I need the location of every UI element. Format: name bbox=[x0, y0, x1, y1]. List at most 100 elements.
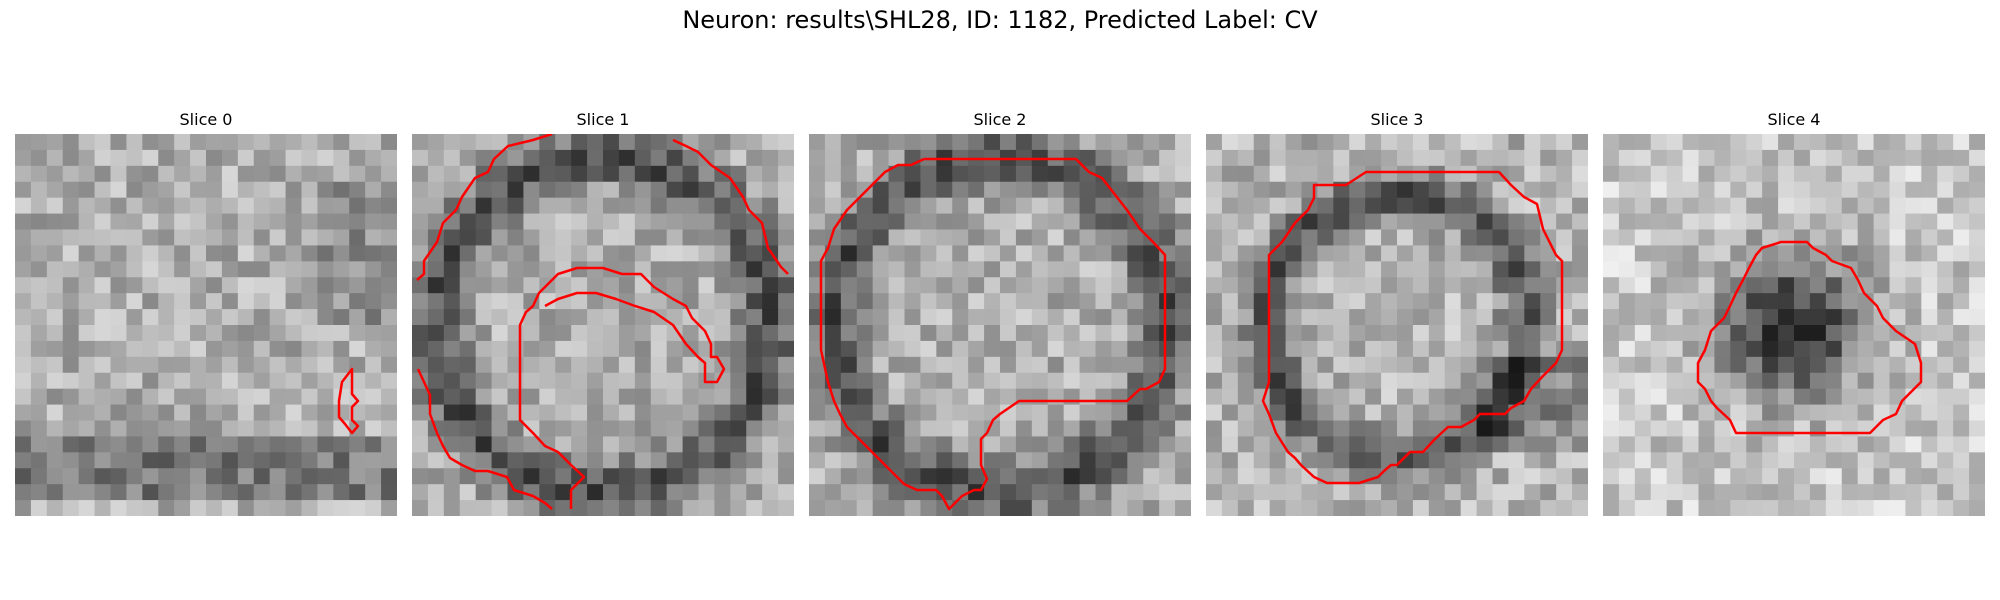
pixel bbox=[1397, 245, 1414, 262]
pixel bbox=[174, 388, 191, 406]
pixel bbox=[888, 436, 906, 453]
pixel bbox=[1969, 356, 1985, 374]
pixel bbox=[285, 197, 303, 215]
pixel bbox=[30, 388, 48, 406]
pixel bbox=[1762, 149, 1779, 167]
pixel bbox=[427, 356, 445, 374]
pixel bbox=[1572, 277, 1588, 294]
pixel bbox=[1253, 277, 1271, 294]
pixel bbox=[158, 245, 175, 262]
pixel bbox=[904, 245, 922, 262]
pixel bbox=[1794, 420, 1811, 438]
pixel bbox=[1381, 213, 1398, 231]
pixel bbox=[872, 372, 890, 390]
pixel bbox=[1301, 388, 1319, 406]
pixel bbox=[1143, 420, 1160, 438]
pixel bbox=[253, 500, 271, 516]
pixel bbox=[1492, 468, 1510, 485]
pixel bbox=[46, 165, 64, 183]
pixel bbox=[682, 181, 700, 199]
pixel bbox=[1794, 293, 1811, 310]
pixel bbox=[698, 293, 716, 310]
pixel bbox=[1508, 452, 1525, 469]
pixel bbox=[94, 134, 112, 151]
pixel bbox=[1301, 229, 1319, 247]
pixel bbox=[555, 181, 572, 199]
pixel bbox=[1285, 261, 1303, 278]
slice-1-outline-outer-left bbox=[416, 134, 553, 281]
pixel bbox=[1444, 372, 1462, 390]
pixel bbox=[984, 277, 1001, 294]
pixel bbox=[1349, 436, 1366, 453]
pixel bbox=[1921, 325, 1938, 342]
pixel bbox=[698, 404, 716, 422]
pixel bbox=[778, 197, 794, 215]
pixel bbox=[1762, 197, 1779, 215]
pixel bbox=[1317, 293, 1334, 310]
pixel bbox=[1540, 468, 1557, 485]
pixel bbox=[507, 261, 525, 278]
pixel bbox=[952, 277, 969, 294]
pixel bbox=[1969, 197, 1985, 215]
pixel bbox=[1221, 213, 1239, 231]
pixel bbox=[1953, 134, 1970, 151]
pixel bbox=[1285, 197, 1303, 215]
pixel bbox=[1508, 468, 1525, 485]
pixel bbox=[365, 245, 382, 262]
pixel bbox=[730, 261, 747, 278]
pixel bbox=[1841, 197, 1859, 215]
pixel bbox=[1000, 340, 1017, 358]
pixel bbox=[1143, 468, 1160, 485]
pixel bbox=[1095, 420, 1113, 438]
pixel bbox=[285, 356, 303, 374]
pixel bbox=[78, 356, 96, 374]
pixel bbox=[698, 340, 716, 358]
pixel bbox=[475, 229, 493, 247]
pixel bbox=[888, 309, 906, 326]
pixel bbox=[206, 277, 223, 294]
pixel bbox=[634, 181, 652, 199]
pixel bbox=[365, 404, 382, 422]
pixel bbox=[412, 165, 429, 183]
pixel bbox=[190, 388, 207, 406]
pixel bbox=[730, 245, 747, 262]
slice-0-pixels bbox=[15, 134, 397, 516]
pixel bbox=[237, 229, 255, 247]
pixel bbox=[349, 197, 366, 215]
pixel bbox=[349, 134, 366, 151]
pixel bbox=[1031, 436, 1049, 453]
pixel bbox=[746, 229, 763, 247]
pixel bbox=[1634, 277, 1652, 294]
pixel bbox=[381, 165, 397, 183]
pixel bbox=[237, 436, 255, 453]
pixel bbox=[809, 452, 826, 469]
pixel bbox=[1031, 468, 1049, 485]
pixel bbox=[698, 500, 716, 516]
pixel bbox=[1000, 468, 1017, 485]
pixel bbox=[1428, 484, 1446, 501]
pixel bbox=[1969, 229, 1985, 247]
pixel bbox=[1095, 149, 1113, 167]
pixel bbox=[1428, 404, 1446, 422]
pixel bbox=[1444, 325, 1462, 342]
slice-1-image bbox=[412, 134, 794, 516]
pixel bbox=[1460, 229, 1478, 247]
pixel bbox=[746, 404, 763, 422]
pixel bbox=[746, 197, 763, 215]
pixel bbox=[443, 420, 461, 438]
pixel bbox=[1857, 245, 1875, 262]
pixel bbox=[412, 261, 429, 278]
pixel bbox=[1349, 484, 1366, 501]
pixel bbox=[1444, 134, 1462, 151]
pixel bbox=[1953, 452, 1970, 469]
pixel bbox=[1508, 372, 1525, 390]
pixel bbox=[158, 420, 175, 438]
pixel bbox=[1762, 404, 1779, 422]
pixel bbox=[62, 277, 80, 294]
pixel bbox=[459, 134, 477, 151]
pixel bbox=[1698, 181, 1716, 199]
pixel bbox=[1508, 420, 1525, 438]
pixel bbox=[1572, 325, 1588, 342]
pixel bbox=[904, 197, 922, 215]
pixel bbox=[349, 500, 366, 516]
